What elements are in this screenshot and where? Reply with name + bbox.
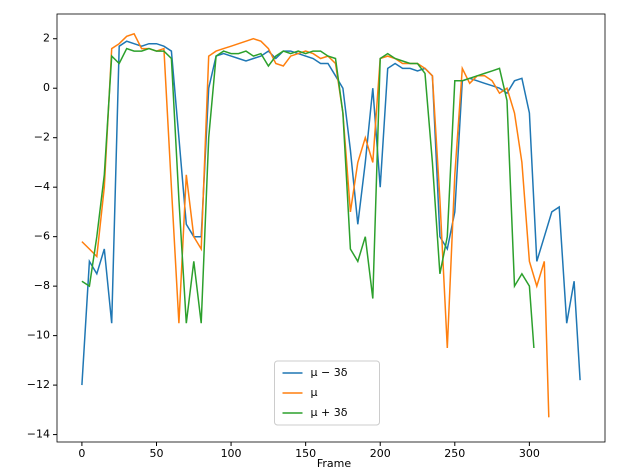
y-tick-label: −14 — [27, 428, 50, 441]
y-tick-label: −6 — [34, 230, 50, 243]
legend-label: μ + 3δ — [311, 406, 348, 419]
x-tick-label: 200 — [370, 447, 391, 460]
x-axis-label: Frame — [317, 457, 352, 470]
y-tick-label: 2 — [43, 32, 50, 45]
y-tick-label: −4 — [34, 180, 50, 193]
legend-box — [274, 360, 380, 426]
series-line — [81, 47, 535, 349]
y-tick-label: 0 — [43, 81, 50, 94]
x-tick-label: 50 — [149, 447, 163, 460]
y-tick-label: −12 — [27, 378, 50, 391]
x-tick-label: 250 — [444, 447, 465, 460]
y-tick-label: −2 — [34, 131, 50, 144]
series-line — [81, 40, 581, 386]
plot-frame — [56, 13, 606, 443]
series-line — [81, 32, 550, 418]
y-tick-label: −8 — [34, 279, 50, 292]
x-tick-label: 150 — [295, 447, 316, 460]
y-tick-label: −10 — [27, 329, 50, 342]
x-tick-label: 300 — [519, 447, 540, 460]
legend-label: μ − 3δ — [311, 366, 348, 379]
x-tick-label: 0 — [78, 447, 85, 460]
x-tick-label: 100 — [221, 447, 242, 460]
legend-label: μ — [311, 386, 318, 399]
